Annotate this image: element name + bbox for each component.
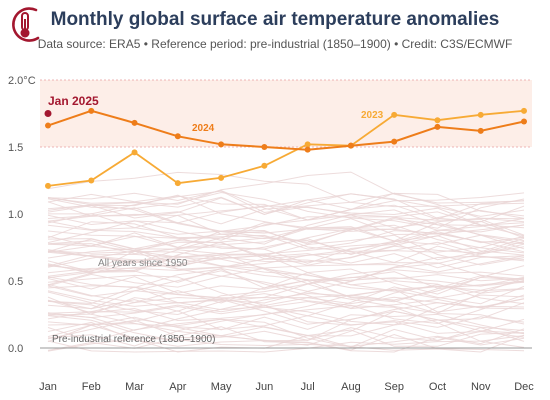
data-point-2024	[477, 127, 484, 134]
series-line-2023	[47, 109, 525, 187]
data-point-2024	[45, 122, 51, 129]
data-point-2023	[521, 107, 527, 114]
background-year-line	[47, 315, 525, 338]
x-tick-label: Jan	[39, 381, 57, 393]
background-year-line	[47, 274, 525, 316]
data-point-2023	[261, 162, 268, 169]
annotation-background-years: All years since 1950	[98, 258, 188, 269]
background-year-line	[47, 193, 525, 217]
data-point-2023	[174, 180, 181, 187]
data-point-2023	[218, 174, 225, 181]
data-point-2024	[521, 118, 527, 125]
background-year-line	[47, 274, 525, 308]
data-point-2023	[434, 117, 441, 124]
data-point-2023	[391, 111, 398, 118]
background-year-line	[47, 293, 525, 325]
data-point-2024	[174, 133, 181, 140]
data-point-2023	[477, 111, 484, 118]
annotation-baseline: Pre-industrial reference (1850–1900)	[52, 334, 215, 345]
series-label-2024: 2024	[192, 123, 215, 134]
background-year-line	[47, 189, 525, 223]
data-point-2024	[434, 123, 441, 130]
series-label-2023: 2023	[361, 110, 384, 121]
x-tick-label: Sep	[384, 381, 404, 393]
latest-point-marker	[44, 110, 52, 117]
background-year-line	[47, 193, 525, 229]
x-tick-label: Oct	[429, 381, 446, 393]
background-year-line	[47, 197, 525, 220]
y-tick-label: 0.5	[8, 276, 23, 288]
thermometer-globe-logo	[12, 7, 40, 42]
x-tick-label: Mar	[125, 381, 144, 393]
x-tick-label: Dec	[514, 381, 534, 393]
background-year-line	[47, 234, 525, 273]
data-point-2024	[218, 141, 225, 148]
background-year-line	[47, 194, 525, 245]
x-tick-label: Nov	[471, 381, 491, 393]
background-year-line	[47, 270, 525, 310]
x-tick-label: Jun	[255, 381, 273, 393]
background-year-line	[47, 321, 525, 347]
background-year-line	[47, 277, 525, 314]
x-tick-label: Jul	[301, 381, 315, 393]
chart-title: Monthly global surface air temperature a…	[50, 9, 500, 30]
data-point-2024	[304, 146, 311, 153]
background-year-line	[47, 240, 525, 268]
x-tick-label: May	[211, 381, 232, 393]
data-point-2023	[45, 182, 51, 189]
x-tick-label: Apr	[169, 381, 186, 393]
background-year-line	[47, 304, 525, 328]
background-year-line	[47, 268, 525, 305]
background-year-line	[47, 216, 525, 254]
y-tick-label: 1.5	[8, 142, 23, 154]
background-year-line	[47, 220, 525, 264]
background-year-line	[47, 321, 525, 352]
data-point-2024	[391, 138, 398, 145]
y-tick-label: 0.0	[8, 343, 23, 355]
background-year-line	[47, 335, 525, 353]
latest-point-label: Jan 2025	[48, 94, 99, 108]
background-year-line	[47, 296, 525, 334]
data-point-2024	[88, 107, 95, 114]
data-point-2024	[131, 119, 138, 126]
data-point-2023	[304, 141, 311, 148]
background-year-line	[47, 318, 525, 348]
chart-subtitle: Data source: ERA5 • Reference period: pr…	[37, 37, 513, 51]
x-tick-label: Feb	[82, 381, 101, 393]
background-year-line	[47, 211, 525, 248]
highlight-band	[40, 80, 532, 147]
y-tick-label: 2.0°C	[8, 75, 36, 87]
background-year-line	[47, 255, 525, 282]
background-year-line	[47, 171, 525, 205]
data-point-2023	[131, 149, 138, 156]
background-year-line	[47, 196, 525, 243]
background-year-line	[47, 193, 525, 231]
y-tick-label: 1.0	[8, 209, 23, 221]
data-point-2024	[261, 144, 268, 150]
series-line-2024	[47, 109, 525, 151]
background-year-line	[47, 214, 525, 250]
background-year-line	[47, 294, 525, 326]
background-year-line	[47, 265, 525, 292]
background-year-line	[47, 300, 525, 337]
background-year-line	[47, 276, 525, 312]
background-year-line	[47, 192, 525, 241]
x-tick-label: Aug	[341, 381, 361, 393]
data-point-2024	[347, 142, 354, 149]
background-year-line	[47, 171, 525, 208]
background-year-line	[47, 285, 525, 317]
background-year-line	[47, 191, 525, 229]
data-point-2023	[88, 177, 95, 184]
